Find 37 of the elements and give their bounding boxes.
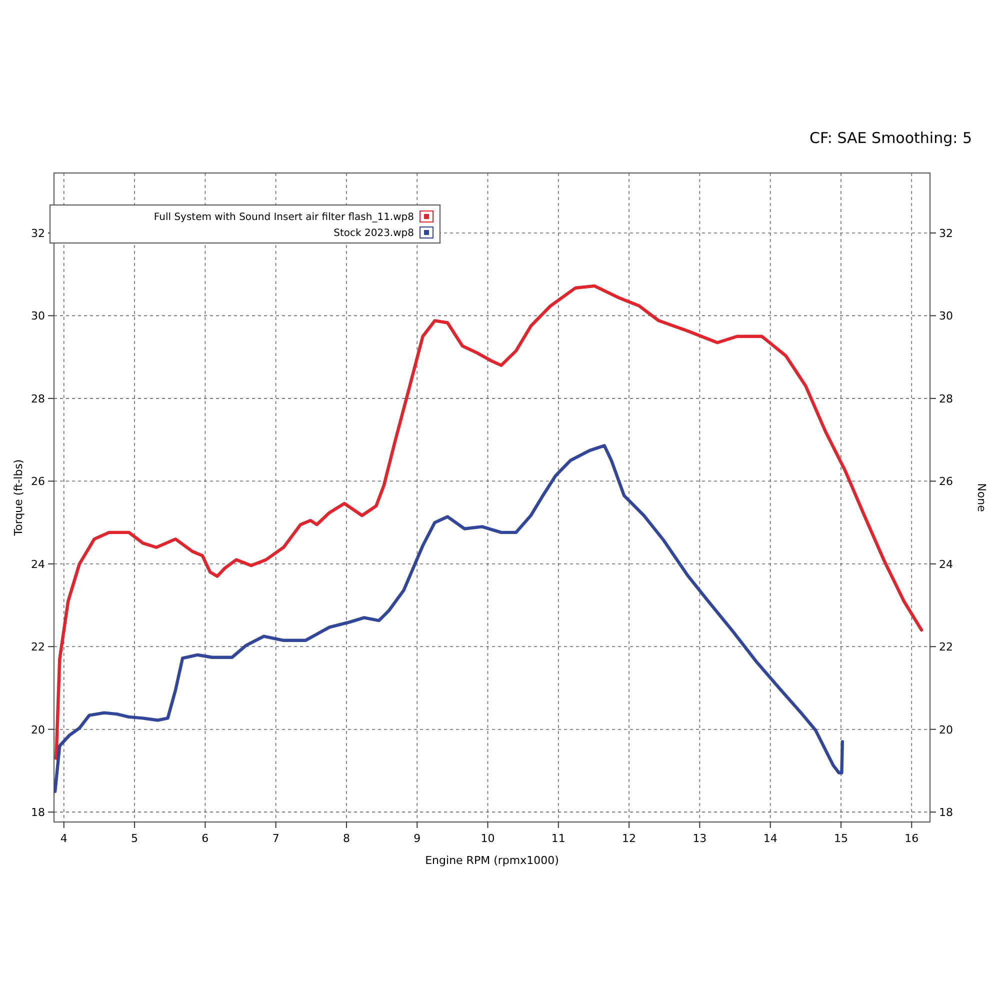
x-tick-label: 9: [414, 832, 421, 845]
y2-tick-label: 32: [939, 226, 953, 240]
text: CF: SAE Smoothing: 5: [809, 129, 972, 147]
y2-tick-label: 28: [939, 392, 953, 406]
x-tick-label: 15: [834, 832, 848, 845]
y2-tick-label: 22: [939, 640, 953, 654]
y-tick-label: 22: [31, 640, 45, 654]
y-tick-label: 26: [31, 475, 45, 488]
x-tick-label: 7: [272, 832, 280, 845]
y2-axis-title: None: [975, 483, 988, 512]
y-tick-label: 20: [31, 723, 45, 736]
y2-tick-label: 24: [939, 558, 953, 571]
y2-tick-label: 26: [939, 475, 953, 488]
legend-label: Full System with Sound Insert air filter flash_11.wp8: [154, 212, 414, 223]
x-tick-label: 11: [551, 832, 566, 845]
x-tick-label: 14: [763, 832, 778, 845]
y2-tick-label: 30: [939, 310, 953, 323]
x-tick-label: 10: [480, 832, 495, 845]
x-axis-title: Engine RPM (rpmx1000): [425, 854, 559, 867]
y-axis-title: Torque (ft-lbs): [12, 459, 25, 537]
y-tick-label: 30: [31, 310, 45, 323]
x-tick-label: 6: [202, 832, 209, 845]
line-series: [53, 444, 844, 793]
y2-tick-label: 18: [939, 806, 953, 820]
y-tick-label: 32: [31, 226, 45, 240]
x-tick-label: 12: [622, 832, 636, 845]
x-tick-label: 16: [904, 832, 919, 845]
x-tick-label: 5: [131, 832, 138, 845]
y-tick-label: 28: [31, 392, 45, 406]
y-tick-label: 24: [31, 558, 45, 571]
line-series: [54, 284, 924, 760]
x-tick-label: 13: [692, 832, 707, 845]
legend-label: Stock 2023.wp8: [334, 228, 414, 239]
y-tick-label: 18: [31, 806, 45, 820]
x-tick-label: 4: [60, 832, 68, 845]
x-tick-label: 8: [342, 832, 350, 845]
y2-tick-label: 20: [939, 723, 953, 736]
